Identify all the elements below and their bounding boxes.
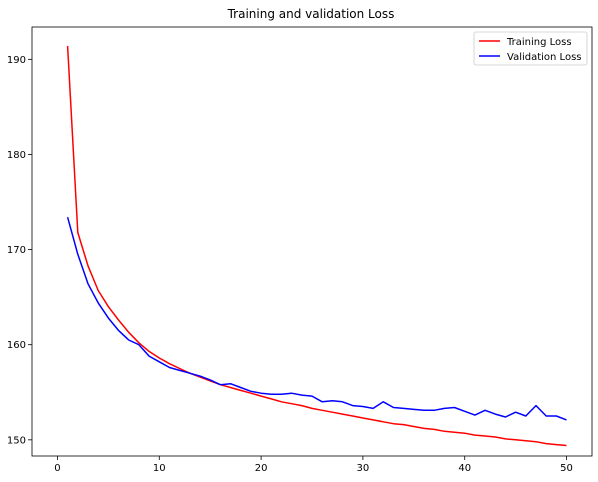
plot-frame <box>31 26 593 457</box>
ticks-layer: 0 10 20 30 40 50 150 160 170 180 190 <box>7 55 573 474</box>
legend-label-training-loss: Training Loss <box>506 37 572 48</box>
chart-title: Training and validation Loss <box>227 7 395 21</box>
legend-label-validation-loss: Validation Loss <box>507 52 582 63</box>
series-line-validation-loss <box>66 217 567 421</box>
y-tick-label: 150 <box>7 435 26 446</box>
y-tick-label: 170 <box>7 245 26 256</box>
series-line-training-loss <box>66 45 567 447</box>
y-tick-label: 160 <box>7 340 26 351</box>
legend-box <box>473 31 588 66</box>
x-tick-label: 0 <box>54 463 60 474</box>
x-tick-label: 10 <box>153 463 166 474</box>
series-layer <box>66 45 567 447</box>
x-tick-label: 20 <box>255 463 268 474</box>
legend: Training Loss Validation Loss <box>473 31 588 66</box>
plot-area <box>32 27 592 456</box>
x-tick-label: 30 <box>357 463 370 474</box>
y-tick-label: 190 <box>7 55 26 66</box>
x-tick-label: 40 <box>458 463 471 474</box>
y-tick-label: 180 <box>7 150 26 161</box>
x-tick-label: 50 <box>560 463 573 474</box>
axes-layer <box>31 26 593 457</box>
